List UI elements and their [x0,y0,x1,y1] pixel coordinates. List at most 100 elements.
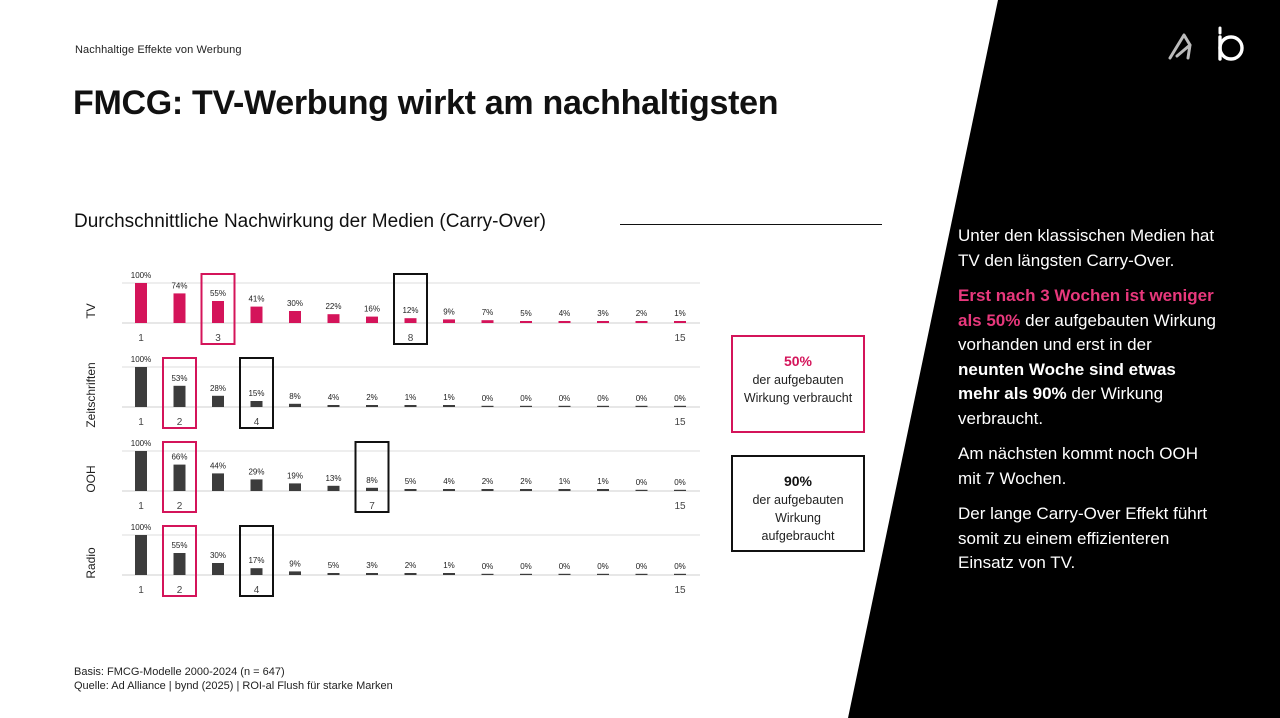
radio-bar [674,573,686,575]
zeitschriften-value-label: 0% [482,394,494,403]
zeitschriften-bar [635,405,648,407]
radio-value-label: 55% [171,541,187,550]
ooh-bar [250,479,263,491]
side-summary: Unter den klassischen Medien hat TV den … [958,224,1218,587]
radio-x-tick-label: 2 [177,585,183,596]
ooh-value-label: 2% [482,477,494,486]
radio-bar [289,571,301,575]
callout-90-percent: 90% der aufgebauten Wirkung aufgebraucht [731,455,865,552]
zeitschriften-bar [327,405,340,407]
ooh-value-label: 100% [131,439,151,448]
tv-bar [327,314,340,323]
tv-x-tick-label: 1 [138,333,144,344]
ooh-bar [674,489,686,491]
ooh-x-tick-label: 15 [674,501,686,512]
zeitschriften-bar [173,385,186,407]
radio-value-label: 0% [520,562,532,571]
tv-value-label: 5% [520,309,532,318]
radio-bar [366,573,378,575]
tv-x-tick-label: 15 [674,333,686,344]
radio-highlight-90-box [239,525,274,597]
zeitschriften-value-label: 0% [674,394,686,403]
ooh-bar [404,489,417,491]
ooh-value-label: 2% [520,477,532,486]
zeitschriften-bar [404,405,417,407]
radio-value-label: 9% [289,559,301,568]
radio-x-tick-label: 1 [138,585,144,596]
side-paragraph-4: Der lange Carry-Over Effekt führt somit … [958,504,1208,572]
tv-bar [597,321,609,323]
ooh-bar [520,489,532,491]
callout-50-percent: 50% der aufgebauten Wirkung verbraucht [731,335,865,433]
tv-bar [674,321,686,323]
tv-bar [173,293,186,323]
radio-value-label: 0% [559,562,571,571]
tv-x-tick-label: 3 [215,333,221,344]
zeitschriften-value-label: 0% [597,394,609,403]
tv-value-label: 41% [248,295,264,304]
ooh-value-label: 8% [366,476,378,485]
zeitschriften-bar [443,405,455,407]
ooh-value-label: 1% [597,477,609,486]
radio-value-label: 0% [674,562,686,571]
ooh-value-label: 0% [674,478,686,487]
tv-bar [520,321,532,323]
zeitschriften-row-label: Zeitschriften [84,362,98,427]
zeitschriften-bar [481,405,494,407]
zeitschriften-value-label: 0% [636,394,648,403]
zeitschriften-value-label: 8% [289,392,301,401]
ooh-bar [212,473,224,491]
zeitschriften-value-label: 53% [171,374,187,383]
ooh-x-tick-label: 1 [138,501,144,512]
footnote-source: Quelle: Ad Alliance | bynd (2025) | ROI-… [74,680,393,692]
zeitschriften-x-tick-label: 1 [138,417,144,428]
footnote-basis: Basis: FMCG-Modelle 2000-2024 (n = 647) [74,666,285,678]
zeitschriften-bar [212,395,224,407]
ooh-bar [327,485,340,491]
tv-bar [404,318,417,323]
radio-bar [558,573,571,575]
radio-bar [481,573,494,575]
side-paragraph-3: Am nächsten kommt noch OOH mit 7 Wochen. [958,444,1198,488]
ooh-value-label: 1% [559,477,571,486]
side-highlight-pink: Erst nach 3 Wochen ist weniger als 50% [958,286,1214,330]
radio-value-label: 0% [482,562,494,571]
radio-value-label: 5% [328,561,340,570]
tv-bar [212,301,224,323]
callout-50-text: der aufgebauten Wirkung verbraucht [743,373,853,405]
zeitschriften-bar [366,405,378,407]
tv-bar [481,320,494,323]
radio-bar [327,573,340,575]
radio-bar [173,553,186,575]
ooh-highlight-90-box [354,441,390,513]
tv-x-tick-label: 8 [408,333,414,344]
tv-value-label: 12% [402,306,418,315]
ooh-x-tick-label: 2 [177,501,183,512]
radio-value-label: 30% [210,551,226,560]
zeitschriften-value-label: 100% [131,355,151,364]
tv-value-label: 22% [325,302,341,311]
tv-value-label: 16% [364,305,380,314]
tv-row-label: TV [84,303,98,318]
ooh-value-label: 13% [325,474,341,483]
zeitschriften-bar [289,403,301,407]
tv-bar [443,319,455,323]
radio-value-label: 0% [597,562,609,571]
ooh-value-label: 66% [171,453,187,462]
radio-bar [212,563,224,575]
radio-highlight-50-box [162,525,197,597]
tv-bar [289,311,301,323]
ooh-value-label: 29% [248,467,264,476]
tv-value-label: 9% [443,307,455,316]
callout-50-value: 50% [783,353,813,369]
source-footnote: Basis: FMCG-Modelle 2000-2024 (n = 647) … [74,665,393,693]
zeitschriften-value-label: 4% [328,393,340,402]
tv-bar [135,283,147,323]
ooh-value-label: 4% [443,477,455,486]
tv-bar [635,321,648,323]
radio-bar [597,573,609,575]
zeitschriften-x-tick-label: 4 [254,417,260,428]
tv-value-label: 30% [287,299,303,308]
tv-highlight-50-box [200,273,236,345]
